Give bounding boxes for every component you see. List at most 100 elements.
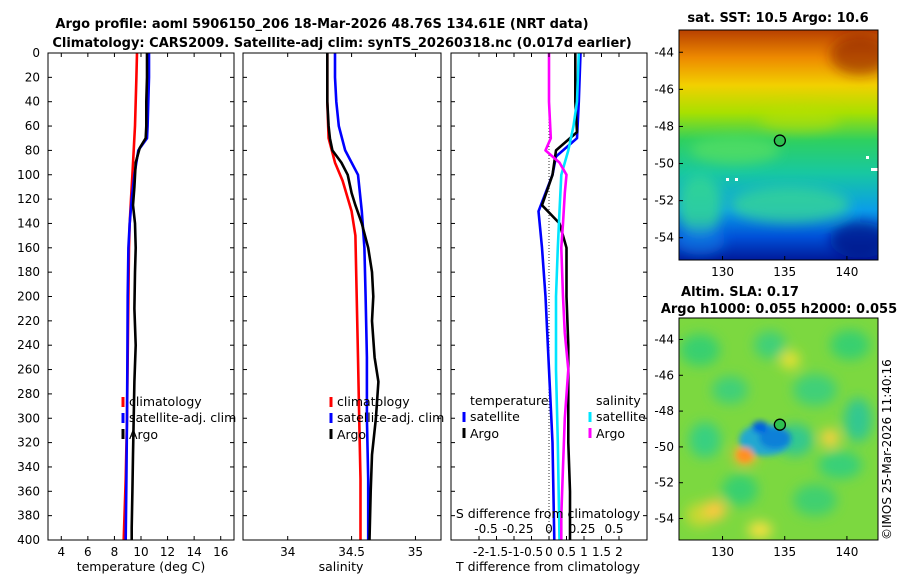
map-y-tick-label: -48 (654, 404, 674, 418)
y-tick-label: 400 (17, 533, 40, 547)
y-tick-label: 20 (25, 70, 40, 84)
y-tick-label: 360 (17, 484, 40, 498)
x-tick-label: 1 (580, 545, 588, 559)
difference-panel: -2 -1.5 -1 -0.5 0 0.5 1 1.5 2 T difference from … (450, 52, 648, 574)
legend-label-s-satellite: satellite (596, 409, 646, 424)
x-tick-label: 16 (213, 545, 228, 559)
x-tick-label: 34 (280, 545, 295, 559)
x-tick-label: 2 (615, 545, 623, 559)
y-tick-label: 0 (32, 46, 40, 60)
legend-label-satellite: satellite-adj. clim (129, 410, 236, 425)
map-x-tick-label: 130 (711, 265, 734, 279)
map-y-tick-label: -52 (654, 476, 674, 490)
temperature-series-argo (130, 53, 149, 540)
salinity-panel: 34 34.5 35 salinity climatology satellite-… (242, 52, 444, 574)
legend-label-climatology: climatology (129, 394, 202, 409)
sla-map-title-line1: Altim. SLA: 0.17 (681, 285, 799, 300)
map-y-tick-label: -46 (654, 82, 674, 96)
x-tick-label: 0 (545, 545, 553, 559)
y-tick-label: 240 (17, 338, 40, 352)
map-x-tick-label: 135 (773, 265, 796, 279)
figure-title-line2: Climatology: CARS2009. Satellite-adj cli… (52, 36, 631, 51)
x-tick-label: 4 (57, 545, 65, 559)
sla-map: Altim. SLA: 0.17 Argo h1000: 0.055 h2000… (654, 285, 897, 559)
x-tick-label: 8 (111, 545, 119, 559)
salinity-legend: climatology satellite-adj. clim Argo (329, 394, 444, 442)
legend-label-s-argo: Argo (596, 426, 625, 441)
y-tick-label: 280 (17, 387, 40, 401)
legend-label-argo: Argo (337, 427, 366, 442)
temperature-series-satellite-adj-clim (124, 53, 151, 541)
x2-tick-label: -0.5 (474, 522, 497, 536)
salinity-series-satellite-adj-clim (333, 53, 370, 540)
x-tick-label: 14 (187, 545, 202, 559)
sla-map-frame (678, 317, 879, 541)
y-tick-label: 100 (17, 168, 40, 182)
legend-label-climatology: climatology (337, 394, 410, 409)
x2-tick-label: -0.25 (502, 522, 533, 536)
x-tick-label: -1.5 (485, 545, 508, 559)
legend-label-argo: Argo (129, 427, 158, 442)
map-y-tick-label: -54 (654, 231, 674, 245)
x-tick-label: 6 (84, 545, 92, 559)
sst-map-title: sat. SST: 10.5 Argo: 10.6 (687, 11, 868, 26)
map-y-tick-label: -48 (654, 119, 674, 133)
salinity-series-climatology (325, 53, 362, 540)
difference-series-s-satellite (554, 52, 581, 541)
difference-x2-ticklabels: -0.5 -0.25 0 0.25 0.5 (474, 522, 623, 536)
map-y-tick-label: -54 (654, 512, 674, 526)
temperature-axes-box (47, 52, 235, 541)
x-tick-label: 1.5 (592, 545, 611, 559)
y-tick-label: 180 (17, 265, 40, 279)
x-tick-label: -2 (473, 545, 485, 559)
legend-label-t-satellite: satellite (470, 409, 520, 424)
y-tick-label: 60 (25, 119, 40, 133)
legend-label-satellite: satellite-adj. clim (337, 410, 444, 425)
y-tick-label: 160 (17, 241, 40, 255)
y-tick-label: 340 (17, 460, 40, 474)
x-tick-label: 34.5 (338, 545, 365, 559)
y-tick-label: 40 (25, 95, 40, 109)
difference-series-s-argo (544, 53, 570, 540)
salinity-series-argo (325, 53, 380, 541)
map-x-tick-label: 135 (773, 545, 796, 559)
map-y-tick-label: -50 (654, 157, 674, 171)
temperature-xlabel: temperature (deg C) (77, 559, 206, 574)
map-x-tick-label: 140 (835, 545, 858, 559)
legend-label-t-argo: Argo (470, 426, 499, 441)
map-y-tick-label: -46 (654, 368, 674, 382)
sst-map: sat. SST: 10.5 Argo: 10.6 130 135 140 -44 -4… (654, 11, 879, 279)
y-tick-label: 120 (17, 192, 40, 206)
sla-map-title-line2: Argo h1000: 0.055 h2000: 0.055 (661, 302, 897, 317)
map-y-tick-label: -52 (654, 194, 674, 208)
y-tick-label: 260 (17, 363, 40, 377)
temperature-panel: 0 20 40 60 80 100 120 140 160 180 200 220 240 260 280 3… (17, 46, 236, 574)
temperature-legend: climatology satellite-adj. clim Argo (121, 394, 236, 442)
map-y-tick-label: -44 (654, 45, 674, 59)
credit-text: ©IMOS 25-Mar-2026 11:40:16 (880, 359, 894, 540)
x-tick-label: 10 (133, 545, 148, 559)
x2-tick-label: 0.5 (604, 522, 623, 536)
x-tick-label: -1 (508, 545, 520, 559)
y-tick-label: 300 (17, 411, 40, 425)
y-tick-label: 140 (17, 216, 40, 230)
legend-title-salinity: salinity (596, 393, 641, 408)
map-x-tick-label: 130 (711, 545, 734, 559)
x2-tick-label: 0.25 (569, 522, 596, 536)
difference-xlabel: T difference from climatology (455, 559, 641, 574)
sst-map-image (679, 30, 878, 260)
x-tick-label: 12 (160, 545, 175, 559)
x-tick-label: -0.5 (520, 545, 543, 559)
sst-map-frame (678, 29, 879, 261)
y-tick-label: 200 (17, 290, 40, 304)
map-y-tick-label: -44 (654, 332, 674, 346)
x2-tick-label: 0 (545, 522, 553, 536)
figure-title-line1: Argo profile: aoml 5906150_206 18-Mar-20… (55, 17, 588, 32)
legend-title-temperature: temperature (470, 393, 549, 408)
y-tick-label: 320 (17, 436, 40, 450)
y-tick-label: 380 (17, 509, 40, 523)
salinity-axes-box (242, 52, 442, 541)
sla-argo-location-marker (773, 418, 787, 431)
difference-legend: temperature salinity satellite Argo sate… (462, 393, 646, 441)
difference-x2label: S difference from climatology (456, 506, 641, 521)
